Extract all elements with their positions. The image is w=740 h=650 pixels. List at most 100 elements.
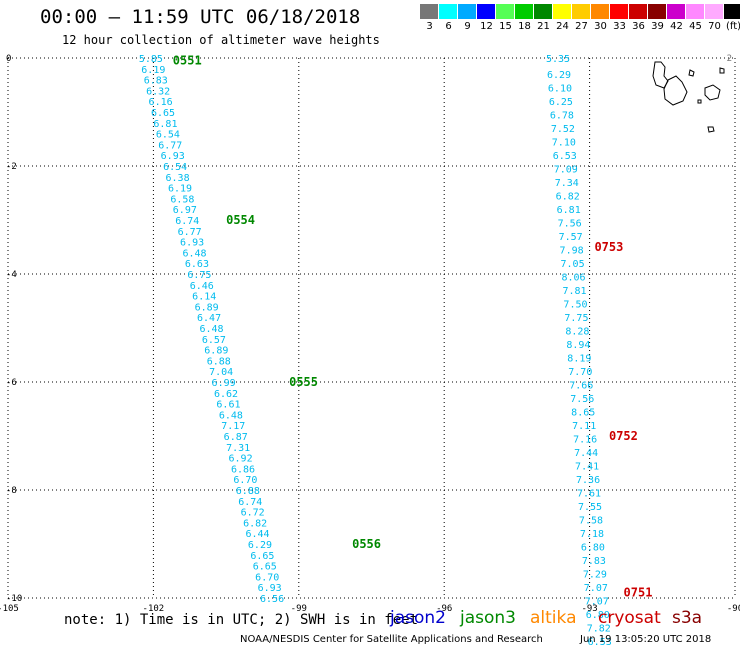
color-swatch (458, 4, 477, 19)
swh-data-point: 7.34 (555, 178, 579, 189)
swh-data-point: 6.54 (156, 130, 180, 141)
color-swatch (667, 4, 686, 19)
color-scale-label: 36 (632, 21, 645, 32)
swh-data-point: 7.75 (564, 313, 588, 324)
swh-data-point: 7.82 (587, 624, 611, 635)
swh-data-point: 7.83 (582, 556, 606, 567)
swh-data-point: 8.65 (571, 408, 595, 419)
island-outline (663, 75, 688, 106)
pass-time-label: 0753 (594, 240, 623, 254)
swh-data-point: 6.62 (214, 389, 238, 400)
swh-data-point: 6.16 (149, 97, 173, 108)
swh-data-point: 6.88 (207, 356, 231, 367)
swh-data-point: 7.05 (561, 259, 585, 270)
swh-data-point: 6.19 (141, 65, 165, 76)
color-scale-label: 9 (464, 21, 471, 32)
swh-data-point: 7.36 (576, 475, 600, 486)
swh-data-point: 7.41 (575, 462, 599, 473)
pass-time-label: 0751 (624, 586, 653, 600)
island-outline (719, 67, 725, 74)
swh-data-point: 6.65 (151, 108, 175, 119)
x-tick-label: -96 (436, 604, 452, 614)
legend-item-jason2: jason2 (390, 608, 446, 628)
swh-data-point: 7.04 (209, 367, 233, 378)
color-scale-label: 12 (480, 21, 493, 32)
swh-data-point: 7.29 (583, 570, 607, 581)
color-swatch (610, 4, 629, 19)
note-text: note: 1) Time is in UTC; 2) SWH is in fe… (64, 612, 419, 628)
swh-data-point: 6.48 (182, 248, 206, 259)
swh-data-point: 7.10 (552, 138, 576, 149)
color-swatch (591, 4, 610, 19)
pass-time-label: 0556 (352, 537, 381, 551)
footer-credit: NOAA/NESDIS Center for Satellite Applica… (240, 634, 543, 645)
swh-data-point: 6.89 (195, 302, 219, 313)
swh-data-point: 6.47 (197, 313, 221, 324)
color-swatch (648, 4, 667, 19)
swh-data-point: 7.09 (554, 165, 578, 176)
color-swatch (477, 4, 496, 19)
swh-data-point: 6.80 (581, 543, 605, 554)
swh-data-point: 7.18 (580, 529, 604, 540)
swh-data-point: 6.99 (212, 378, 236, 389)
swh-data-point: 6.80 (586, 610, 610, 621)
color-scale-label: 39 (651, 21, 664, 32)
swh-data-point: 6.57 (202, 335, 226, 346)
color-scale-label: 18 (518, 21, 531, 32)
legend-item-jason3: jason3 (460, 608, 516, 628)
color-swatch (515, 4, 534, 19)
color-scale-swatches (420, 4, 740, 19)
pass-time-label: 0555 (289, 375, 318, 389)
swh-data-point: 6.83 (144, 76, 168, 87)
color-scale-label: 30 (594, 21, 607, 32)
swh-data-point: 7.07 (585, 597, 609, 608)
swh-data-point: 6.86 (231, 464, 255, 475)
swh-data-point: 6.65 (253, 562, 277, 573)
swh-data-point: 6.93 (258, 583, 282, 594)
swh-data-point: 6.82 (556, 192, 580, 203)
footer-timestamp: Jun 19 13:05:20 UTC 2018 (580, 634, 712, 645)
swh-data-point: 7.52 (551, 124, 575, 135)
x-tick-label: -105 (0, 604, 19, 614)
swh-data-point: 6.89 (204, 346, 228, 357)
swh-data-point: 6.56 (260, 594, 284, 605)
color-swatch (439, 4, 458, 19)
swh-data-point: 6.72 (241, 508, 265, 519)
y-tick-label: -10 (6, 594, 22, 604)
color-swatch (496, 4, 515, 19)
island-outline (704, 84, 721, 101)
swh-data-point: 6.81 (153, 119, 177, 130)
swh-data-point: 6.29 (547, 70, 571, 81)
swh-data-point: 6.77 (178, 227, 202, 238)
color-scale-label: (ft) (725, 21, 740, 32)
x-tick-label: -102 (143, 604, 165, 614)
y-tick-label: -2 (6, 162, 17, 172)
swh-data-point: 8.28 (565, 327, 589, 338)
swh-data-point: 6.70 (233, 475, 257, 486)
pass-time-label: 0752 (609, 429, 638, 443)
swh-data-point: 7.16 (573, 435, 597, 446)
swh-data-point: 8.19 (567, 354, 591, 365)
color-scale: 3 6 9 12 15 18 21 24 27 30 33 36 39 42 45 70 (ft) (420, 4, 740, 32)
swh-data-point: 6.48 (199, 324, 223, 335)
swh-data-point: 7.44 (574, 448, 598, 459)
color-scale-label: 15 (499, 21, 512, 32)
swh-data-point: 6.25 (549, 97, 573, 108)
color-swatch (553, 4, 572, 19)
swh-data-point: 6.32 (146, 86, 170, 97)
swh-data-point: 7.07 (584, 583, 608, 594)
y-tick-label: 0 (6, 54, 11, 64)
swh-data-point: 8.94 (566, 340, 590, 351)
pass-time-label: 0551 (173, 54, 202, 68)
y-tick-label: -6 (6, 378, 17, 388)
swh-data-point: 7.17 (221, 421, 245, 432)
swh-data-point: 6.58 (170, 194, 194, 205)
color-swatch (724, 4, 740, 19)
swh-data-point: 7.58 (579, 516, 603, 527)
swh-data-point: 6.53 (588, 637, 612, 648)
x-tick-label: -93 (581, 604, 597, 614)
swh-data-point: 7.11 (572, 421, 596, 432)
color-scale-label: 27 (575, 21, 588, 32)
swh-data-point: 6.81 (557, 205, 581, 216)
